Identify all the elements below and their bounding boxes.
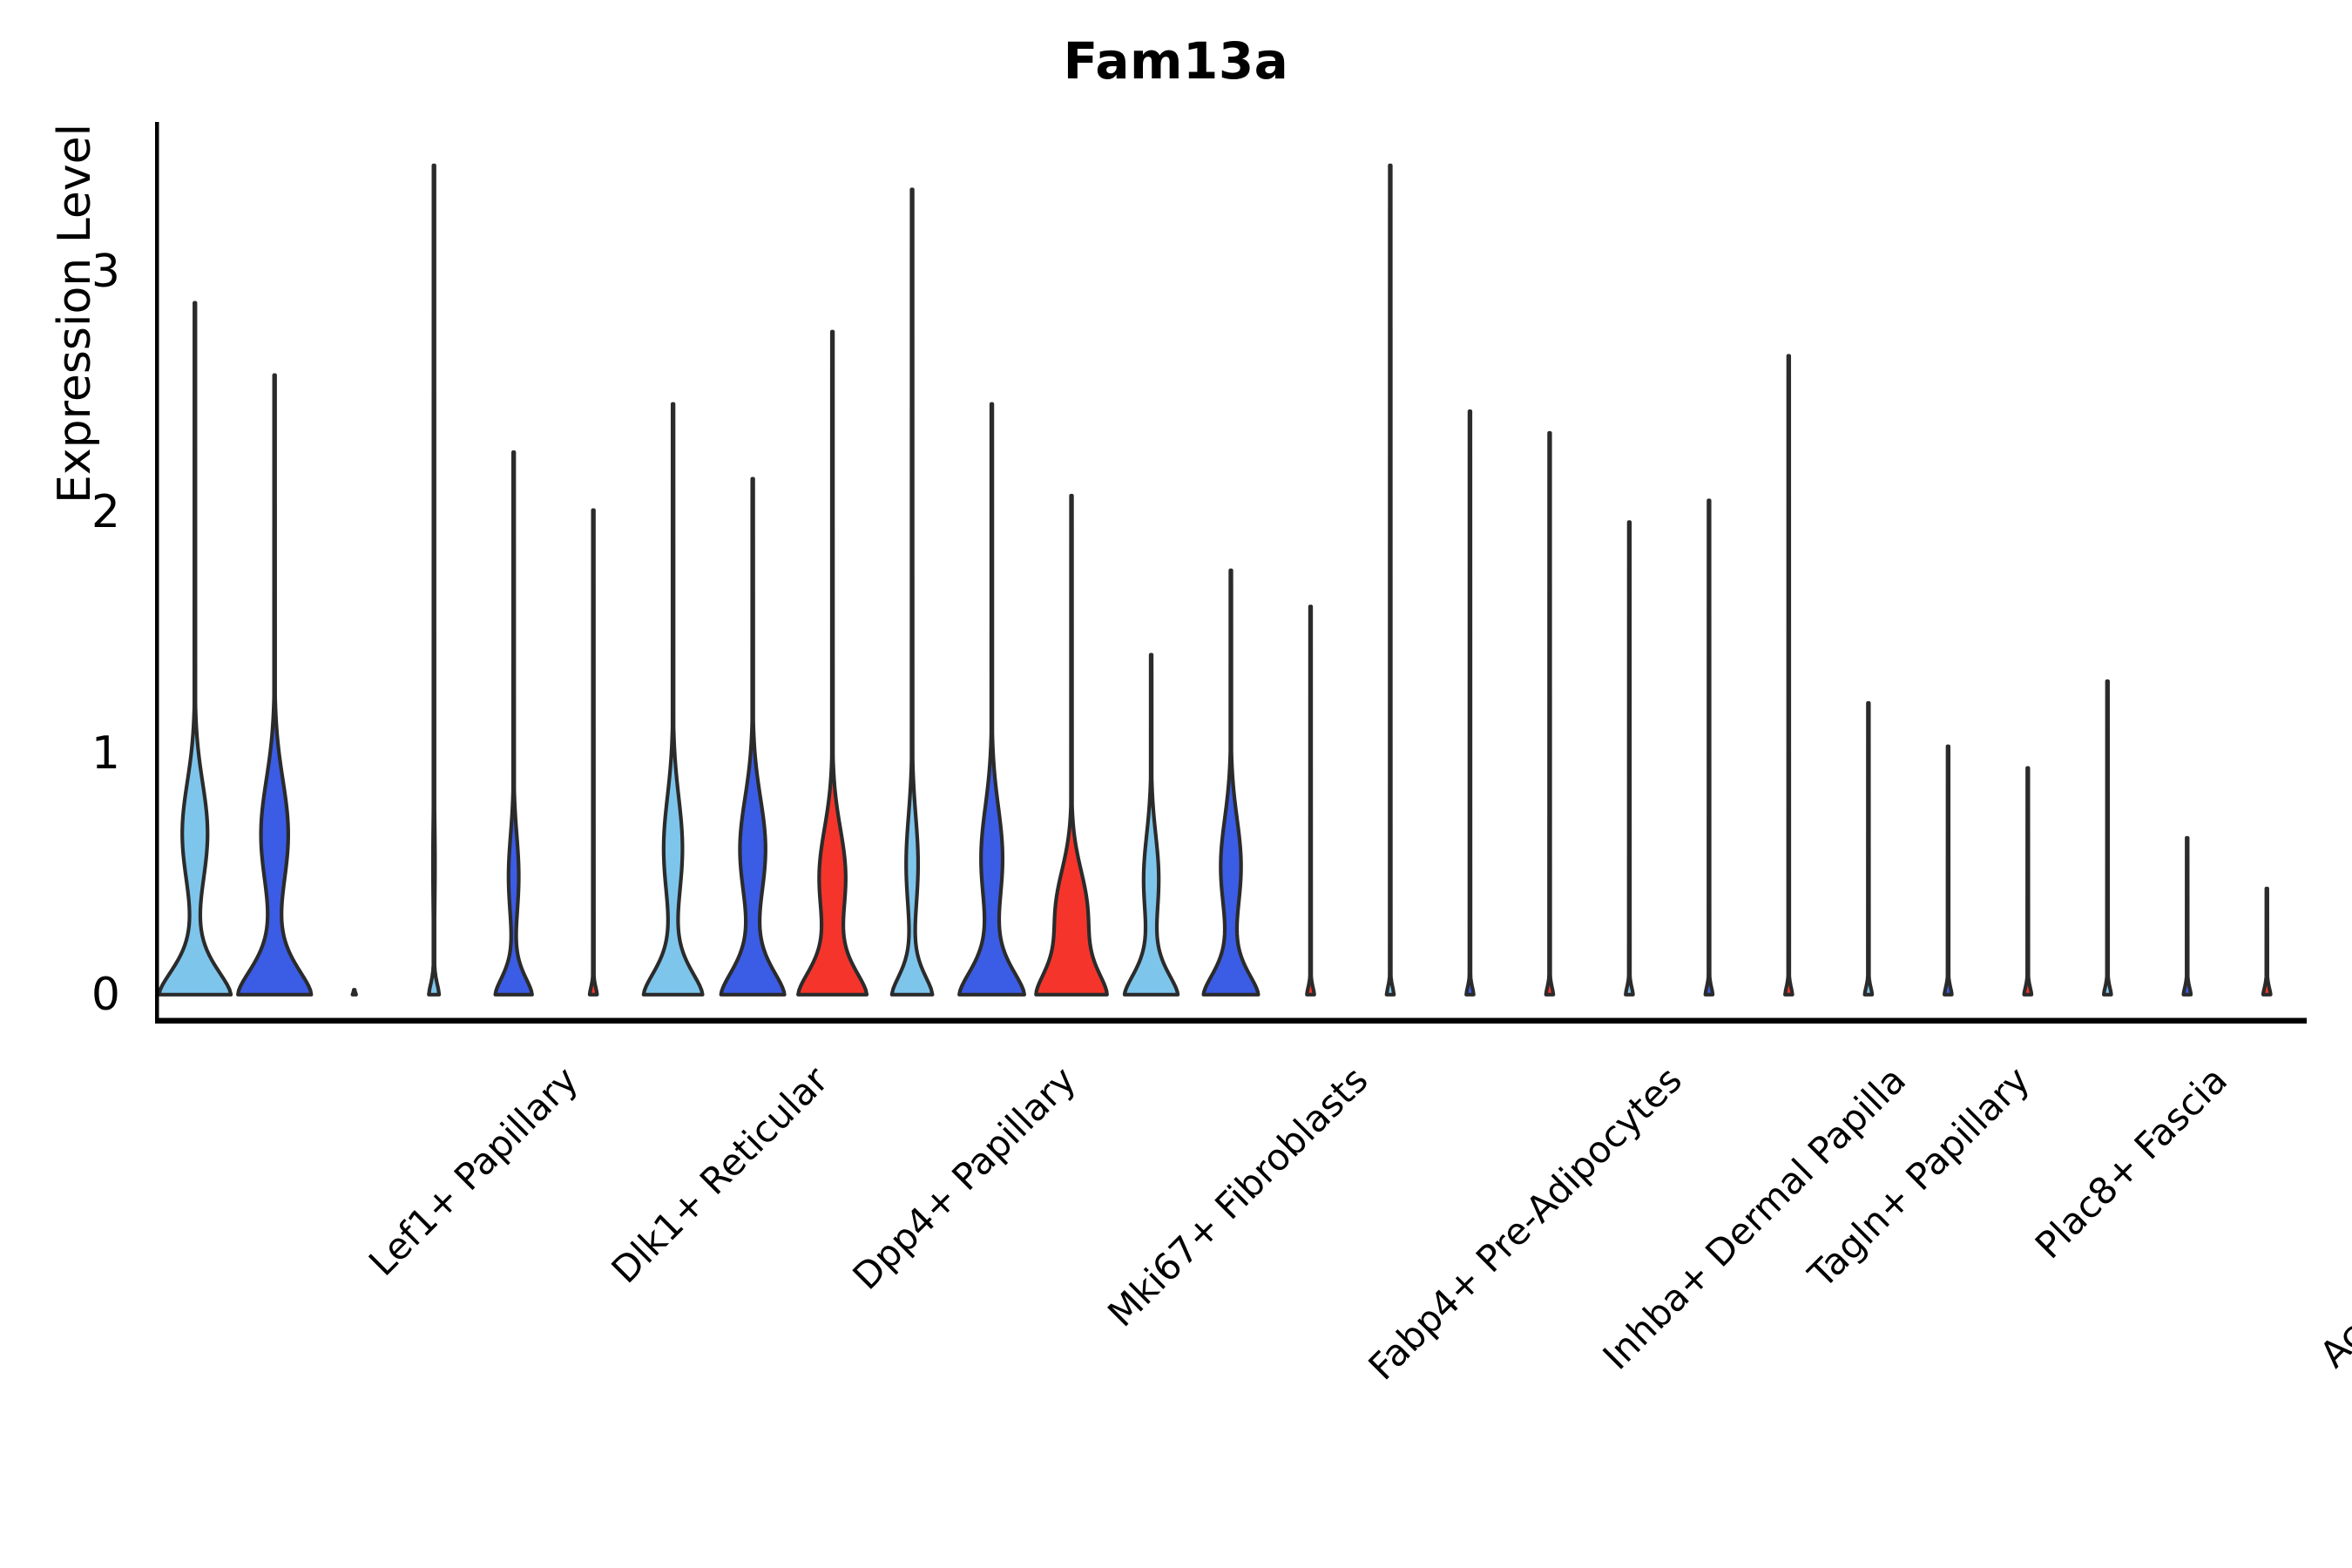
violin-blue-1 <box>236 373 314 997</box>
violin-blue-4 <box>957 402 1027 997</box>
violin-light-blue-1 <box>157 301 233 997</box>
violin-red-9 <box>2261 886 2273 997</box>
violin-blue-6 <box>1464 409 1476 997</box>
violin-light-blue-9 <box>2101 679 2113 997</box>
plot-area <box>155 122 2307 1024</box>
violin-blue-9 <box>2181 835 2193 997</box>
violin-light-blue-2 <box>427 163 442 997</box>
x-tick-label-8: Plac8+ Fascia <box>2027 1058 2236 1267</box>
violin-blue-7 <box>1703 498 1715 997</box>
x-tick-label-7: Tagln+ Papillary <box>1800 1058 2038 1296</box>
x-tick-label-1: Lef1+ Papillary <box>361 1058 587 1284</box>
violin-blue-5 <box>1201 568 1260 997</box>
page-title: Fam13a <box>1063 31 1289 91</box>
violin-red-3 <box>796 329 869 997</box>
violin-red-7 <box>1783 354 1794 997</box>
violin-light-blue-6 <box>1384 163 1396 997</box>
x-tick-label-3: Dpp4+ Papillary <box>844 1058 1085 1298</box>
violin-red-4 <box>1034 493 1109 997</box>
x-tick-label-4: Mki67+ Fibroblasts <box>1098 1058 1376 1335</box>
violin-blue-2 <box>493 450 534 997</box>
violin-red-1 <box>350 988 358 997</box>
violin-light-blue-5 <box>1122 652 1180 997</box>
x-tick-label-9: Acan+ Dermal Sheath <box>2311 1058 2352 1376</box>
violin-light-blue-4 <box>889 187 935 997</box>
violin-blue-8 <box>1942 744 1954 997</box>
violin-red-8 <box>2022 766 2034 997</box>
violin-svg <box>155 122 2307 1024</box>
violin-light-blue-3 <box>641 402 705 997</box>
x-tick-label-2: Dlk1+ Reticular <box>603 1058 836 1292</box>
violin-red-6 <box>1544 430 1556 997</box>
violin-red-2 <box>587 508 599 997</box>
violin-red-5 <box>1305 605 1316 997</box>
violin-blue-3 <box>719 476 787 997</box>
violin-light-blue-8 <box>1862 700 1875 997</box>
violin-light-blue-7 <box>1624 520 1635 997</box>
